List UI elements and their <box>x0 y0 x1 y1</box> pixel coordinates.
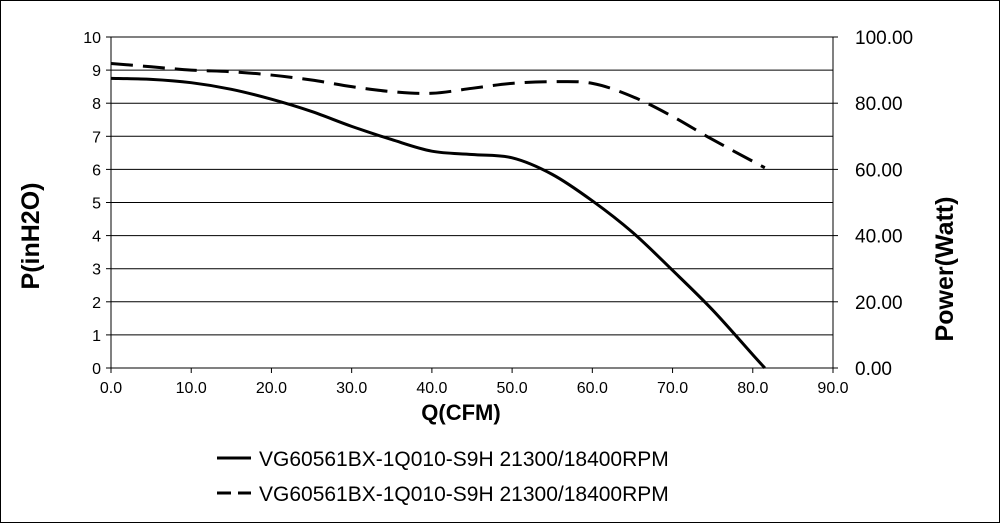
y-left-tick-label-6: 6 <box>92 162 101 179</box>
x-tick-label-4: 40.0 <box>416 380 447 397</box>
series-line-0-solid <box>110 76 766 370</box>
legend-dashed-label: VG60561BX-1Q010-S9H 21300/18400RPM <box>259 483 669 506</box>
tick-layer: 0123456789100.0020.0040.0060.0080.00100.… <box>83 28 913 397</box>
series-layer <box>110 61 766 370</box>
x-axis-title: Q(CFM) <box>421 400 500 425</box>
x-tick-label-8: 80.0 <box>737 380 768 397</box>
x-tick-label-6: 60.0 <box>577 380 608 397</box>
x-tick-label-0: 0.0 <box>100 380 122 397</box>
y-axis-right-title: Power(Watt) <box>931 197 959 342</box>
legend-solid-label: VG60561BX-1Q010-S9H 21300/18400RPM <box>259 448 669 471</box>
y-right-tick-label-5: 100.00 <box>855 28 913 49</box>
y-right-tick-label-0: 0.00 <box>855 359 892 380</box>
x-tick-label-9: 90.0 <box>817 380 848 397</box>
y-left-tick-label-2: 2 <box>92 295 101 312</box>
y-left-tick-label-10: 10 <box>83 30 101 47</box>
series-line-1-dashed <box>110 61 766 170</box>
y-left-tick-label-9: 9 <box>92 63 101 80</box>
y-left-tick-label-1: 1 <box>92 328 101 345</box>
y-left-tick-label-4: 4 <box>92 229 101 246</box>
y-right-tick-label-4: 80.00 <box>855 94 903 115</box>
x-tick-label-2: 20.0 <box>256 380 287 397</box>
y-left-tick-label-0: 0 <box>92 361 101 378</box>
y-left-tick-label-5: 5 <box>92 196 101 213</box>
y-left-tick-label-3: 3 <box>92 262 101 279</box>
y-right-tick-label-2: 40.00 <box>855 227 903 248</box>
x-tick-label-7: 70.0 <box>657 380 688 397</box>
legend: VG60561BX-1Q010-S9H 21300/18400RPM VG605… <box>217 448 669 506</box>
y-axis-left-title: P(inH2O) <box>17 183 45 290</box>
y-right-tick-label-3: 60.00 <box>855 160 903 181</box>
y-left-tick-label-7: 7 <box>92 129 101 146</box>
x-tick-label-1: 10.0 <box>176 380 207 397</box>
y-right-tick-label-1: 20.00 <box>855 293 903 314</box>
x-tick-label-3: 30.0 <box>336 380 367 397</box>
x-tick-label-5: 50.0 <box>497 380 528 397</box>
y-left-tick-label-8: 8 <box>92 96 101 113</box>
